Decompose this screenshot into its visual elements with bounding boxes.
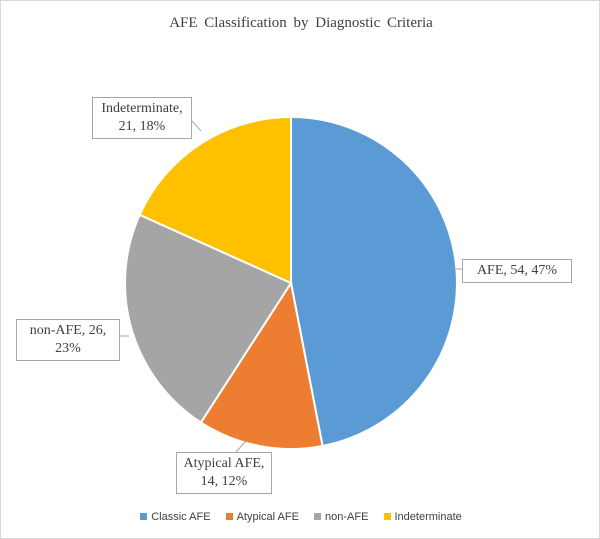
legend-item-atypical-afe: Atypical AFE [225,511,299,523]
slice-atypical-afe [199,280,324,450]
data-label-atypical-afe: Atypical AFE, 14, 12% [176,452,272,494]
slice-indeterminate [138,115,292,285]
slice-classic-afe [290,115,458,448]
data-label-classic-afe: AFE, 54, 47% [462,259,572,283]
leader-line [191,120,202,132]
slice-non-afe [124,213,293,424]
chart-title: AFE Classification by Diagnostic Criteri… [169,15,433,31]
legend-item-indeterminate: Indeterminate [383,511,462,523]
legend-swatch [314,513,322,520]
data-label-non-afe: non-AFE, 26, 23% [16,319,120,361]
legend-swatch [140,513,148,520]
legend-swatch [383,513,391,520]
legend-item-classic-afe: Classic AFE [140,511,211,523]
legend-swatch [225,513,233,520]
leader-line [235,440,247,453]
data-label-indeterminate: Indeterminate, 21, 18% [92,97,192,139]
legend: Classic AFE Atypical AFE non-AFE Indeter… [1,511,599,523]
legend-item-non-afe: non-AFE [314,511,368,523]
